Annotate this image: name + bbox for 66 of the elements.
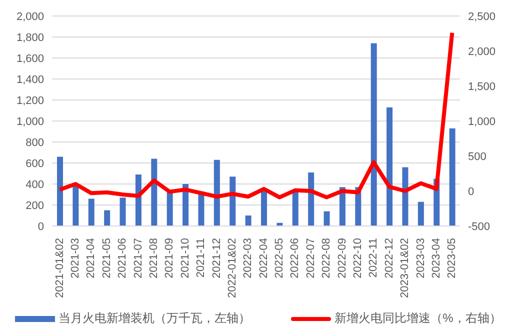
y-tick-label: 2,000 (16, 10, 44, 23)
x-tick-label: 2022-09 (336, 238, 348, 278)
y2-tick-label: 2,000 (468, 46, 496, 58)
y2-tick-label: 1,500 (468, 80, 496, 93)
x-tick-label: 2022-11 (368, 238, 380, 278)
bar (57, 156, 63, 226)
y2-tick-label: 1,000 (468, 116, 496, 128)
bar (386, 107, 393, 226)
x-tick-label: 2021-10 (179, 238, 192, 278)
y-tick-label: 1,800 (16, 32, 44, 44)
x-tick-label: 2021-12 (210, 238, 223, 278)
y-tick-label: 600 (26, 158, 44, 170)
x-tick-label: 2022-06 (289, 238, 302, 278)
x-tick-label: 2021-05 (100, 238, 113, 278)
x-tick-label: 2022-05 (274, 238, 286, 278)
bar (214, 160, 220, 226)
x-tick-label: 2022-07 (304, 238, 317, 278)
bar (104, 210, 110, 226)
x-tick-label: 2021-09 (164, 238, 176, 278)
x-tick-label: 2023-05 (446, 238, 458, 278)
x-tick-label: 2022-08 (320, 238, 333, 278)
bar (151, 158, 158, 226)
legend-label: 新增火电同比增速（%，右轴） (334, 310, 502, 327)
x-tick-label: 2023-01&02 (399, 238, 412, 298)
y2-tick-label: 2,500 (468, 10, 496, 23)
bar (166, 192, 173, 226)
bar (261, 191, 267, 226)
bar (72, 185, 79, 226)
y2-tick-label: -500 (468, 220, 490, 233)
x-tick-label: 2021-01&02 (54, 238, 66, 298)
x-tick-label: 2023-03 (414, 238, 427, 278)
bar (245, 216, 252, 226)
x-tick-label: 2022-04 (258, 238, 270, 278)
bar (370, 43, 377, 226)
x-tick-label: 2021-03 (70, 238, 82, 278)
bar (324, 211, 330, 226)
y-tick-label: 800 (26, 136, 44, 149)
y-tick-label: 1,600 (16, 52, 44, 65)
y-tick-label: 0 (38, 220, 44, 233)
bar (418, 202, 424, 226)
x-tick-label: 2021-11 (195, 238, 208, 278)
bar (449, 128, 456, 226)
legend-label: 当月火电新增装机（万千瓦，左轴） (58, 310, 251, 327)
bar (88, 198, 94, 226)
y-tick-label: 400 (26, 178, 44, 191)
bar (308, 172, 314, 226)
y2-tick-label: 500 (468, 150, 486, 163)
x-tick-label: 2022-01&02 (226, 238, 238, 298)
x-tick-label: 2022-03 (242, 238, 254, 278)
x-tick-label: 2022-10 (352, 238, 364, 278)
x-tick-label: 2021-07 (132, 238, 144, 278)
y2-tick-label: 0 (468, 186, 474, 198)
line-series (58, 30, 454, 200)
bar (402, 167, 408, 226)
bar (292, 191, 298, 226)
x-tick-label: 2021-04 (85, 238, 98, 278)
bar (120, 198, 126, 226)
bar (230, 176, 236, 226)
y-tick-label: 1,000 (16, 116, 44, 128)
y-tick-label: 1,200 (16, 94, 44, 107)
y-tick-label: 1,400 (16, 74, 44, 86)
x-tick-label: 2021-06 (116, 238, 129, 278)
x-tick-label: 2022-12 (383, 238, 396, 278)
y-tick-label: 200 (26, 200, 44, 212)
x-tick-label: 2021-08 (148, 238, 160, 278)
x-tick-label: 2023-04 (430, 238, 442, 278)
